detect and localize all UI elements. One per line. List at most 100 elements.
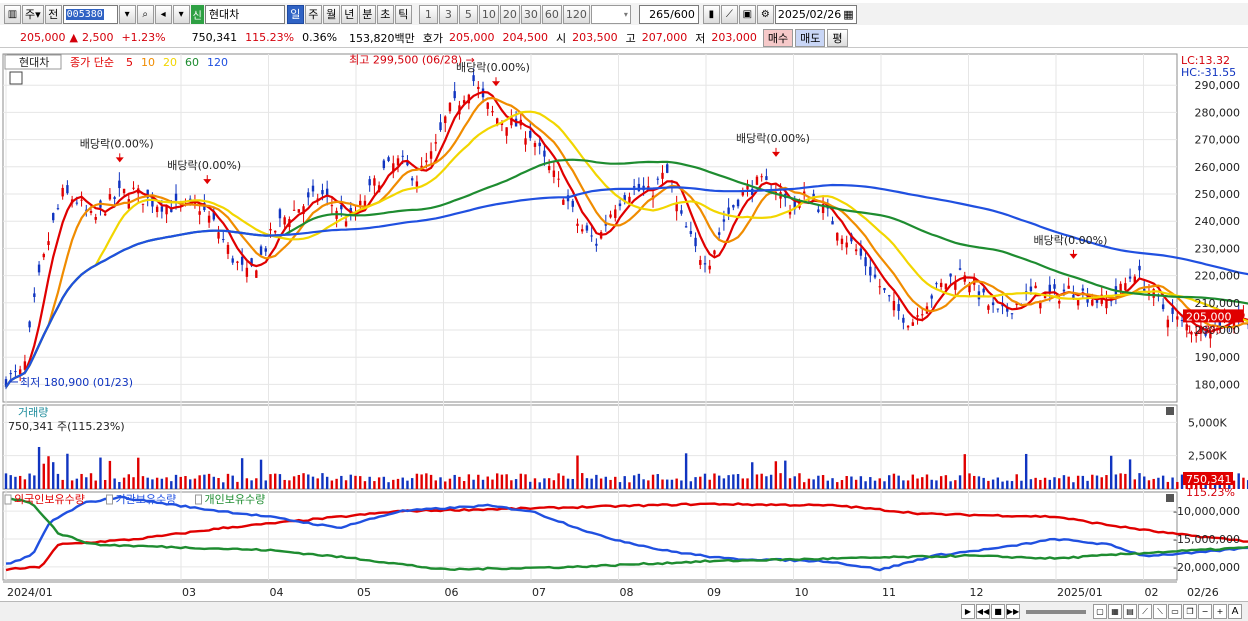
rewind-icon[interactable]: ◀◀ xyxy=(976,604,990,619)
candle-body xyxy=(1015,302,1018,306)
candle-body xyxy=(684,226,688,228)
count-field[interactable]: 265/600 xyxy=(638,4,699,24)
stock-name-field[interactable]: 현대차 xyxy=(204,4,285,24)
stock-chart[interactable]: 290,000 280,000 270,000 260,000 250,000 240,0… xyxy=(0,52,1248,602)
period-button-5[interactable]: 초 xyxy=(376,4,394,24)
volume-bar xyxy=(146,477,149,489)
calendar-icon[interactable]: ▦ xyxy=(843,7,854,21)
volume-bar xyxy=(491,479,494,489)
forward-icon[interactable]: ▶▶ xyxy=(1006,604,1020,619)
volume-bar xyxy=(533,478,537,489)
period-button-6[interactable]: 틱 xyxy=(394,4,412,24)
volume-bar xyxy=(751,462,754,489)
candle-body xyxy=(212,211,216,220)
volume-bar xyxy=(1091,474,1094,489)
minus-icon[interactable]: − xyxy=(1198,604,1212,619)
gear-icon[interactable]: ⚙ xyxy=(756,4,774,24)
interval-button-120[interactable]: 120 xyxy=(562,4,590,24)
buy-button[interactable]: 매수 xyxy=(762,28,794,47)
layout-icon[interactable]: ▢ xyxy=(1093,604,1107,619)
candle-body xyxy=(66,185,69,194)
stop-icon[interactable]: ■ xyxy=(991,604,1005,619)
date-field[interactable]: 2025/02/26 ▦ xyxy=(774,4,857,24)
candle-body xyxy=(321,190,324,195)
interval-button-10[interactable]: 10 xyxy=(478,4,499,24)
price-tick-9: 200,000 xyxy=(1195,324,1241,337)
candle-body xyxy=(949,273,952,277)
period-button-3[interactable]: 년 xyxy=(340,4,358,24)
interval-dropdown[interactable]: ▾ xyxy=(590,4,631,24)
interval-button-60[interactable]: 60 xyxy=(541,4,562,24)
candle-type-icon[interactable]: ▮ xyxy=(702,4,720,24)
day-dropdown[interactable]: 주 ▾ xyxy=(22,4,44,24)
window-menu-icon[interactable]: ▥ xyxy=(4,4,21,24)
period-button-0[interactable]: 일 xyxy=(286,4,304,24)
interval-button-1[interactable]: 1 xyxy=(418,4,438,24)
current-pct-tag: 1.23% xyxy=(1186,323,1221,336)
volume-bar xyxy=(1072,482,1075,489)
volume-bar xyxy=(458,476,461,489)
price-tick-11: 180,000 xyxy=(1195,378,1241,391)
volume-bar xyxy=(377,477,381,489)
period-button-2[interactable]: 월 xyxy=(322,4,340,24)
quote-row: 205,000 ▲ 2,500 +1.23% 750,341 115.23% 0… xyxy=(0,28,1248,48)
copy-icon[interactable]: ❐ xyxy=(1183,604,1197,619)
candle-body xyxy=(902,317,905,323)
holdings-tick-2: -20,000,000 xyxy=(1173,561,1240,574)
interval-button-20[interactable]: 20 xyxy=(499,4,520,24)
font-size-icon[interactable]: A xyxy=(1228,604,1242,619)
interval-button-30[interactable]: 30 xyxy=(520,4,541,24)
prev-button[interactable]: 전 xyxy=(44,4,62,24)
period-button-1[interactable]: 주 xyxy=(304,4,322,24)
volume-bar xyxy=(132,477,135,489)
line-tool-icon[interactable]: ⟋ xyxy=(1138,604,1152,619)
volume-bar xyxy=(977,476,981,489)
grid-icon[interactable]: ▦ xyxy=(1108,604,1122,619)
candle-body xyxy=(278,209,282,219)
holdings-line-2 xyxy=(5,495,1248,572)
x-tick-11: 2025/01 xyxy=(1057,586,1103,599)
volume-bar xyxy=(1029,479,1033,489)
volume-bar xyxy=(916,478,919,489)
x-tick-4: 06 xyxy=(445,586,459,599)
current-price-tag: 205,000 xyxy=(1186,310,1232,323)
volume-bar xyxy=(840,480,844,489)
volume-bar xyxy=(604,476,608,489)
plus-icon[interactable]: + xyxy=(1213,604,1227,619)
draw-tool-icon[interactable]: ⟋ xyxy=(720,4,738,24)
period-button-4[interactable]: 분 xyxy=(358,4,376,24)
interval-button-3[interactable]: 3 xyxy=(438,4,458,24)
compare-icon[interactable]: ▤ xyxy=(1123,604,1137,619)
volume-bar xyxy=(614,476,617,489)
candle-body xyxy=(892,300,896,311)
dividend-label-4: 배당락(0.00%) xyxy=(1034,234,1108,247)
scroll-right-icon[interactable]: ▶ xyxy=(961,604,975,619)
volume-bar xyxy=(274,473,277,489)
candle-body xyxy=(1128,276,1132,279)
volume-bar xyxy=(869,477,872,489)
x-tick-2: 04 xyxy=(270,586,284,599)
sell-button[interactable]: 매도 xyxy=(795,28,826,47)
search-icon[interactable]: ⌕ xyxy=(136,4,154,24)
candle-body xyxy=(547,166,551,171)
count-value: 265 xyxy=(649,7,671,21)
stock-dropdown-icon[interactable]: ▾ xyxy=(172,4,190,24)
candle-body xyxy=(359,200,362,206)
average-button[interactable]: 평 xyxy=(827,28,848,47)
fib-tool-icon[interactable]: ⟍ xyxy=(1153,604,1167,619)
dividend-arrow-2 xyxy=(492,81,500,87)
holdings-line-0 xyxy=(5,502,1248,572)
candle-body xyxy=(883,287,886,291)
stock-code-input[interactable]: 005380 xyxy=(62,4,118,24)
speaker-icon[interactable]: ◂ xyxy=(154,4,172,24)
candle-body xyxy=(1232,320,1236,330)
screen-icon[interactable]: ▭ xyxy=(1168,604,1182,619)
candle-body xyxy=(802,191,806,195)
zoom-slider[interactable] xyxy=(1026,609,1086,614)
dropdown-icon[interactable]: ▾ xyxy=(118,4,136,24)
volume-bar xyxy=(562,475,565,489)
save-icon[interactable]: ▣ xyxy=(738,4,756,24)
volume-bar xyxy=(18,475,22,489)
interval-button-5[interactable]: 5 xyxy=(458,4,478,24)
x-tick-12: 02 xyxy=(1145,586,1159,599)
